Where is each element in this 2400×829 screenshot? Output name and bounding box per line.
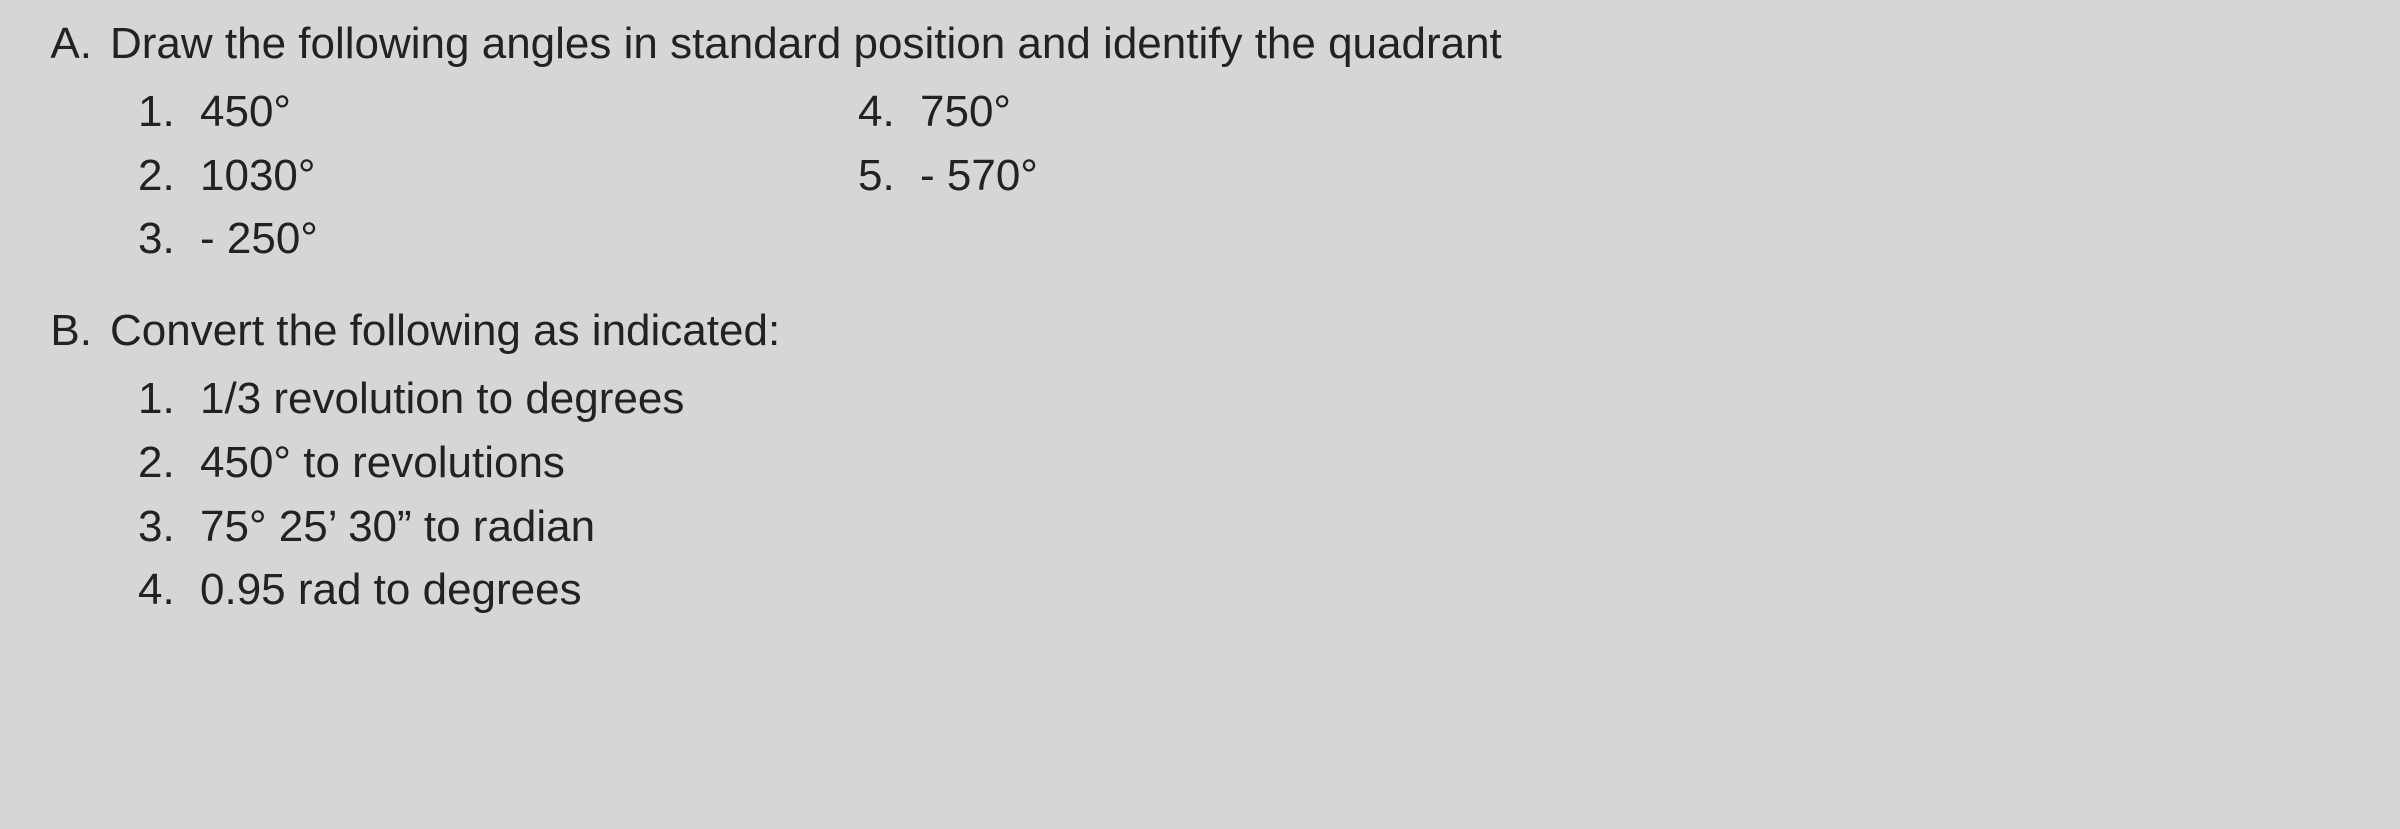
list-item: 5. - 570° [830,144,2370,208]
item-value: 750° [920,80,2370,144]
item-number: 4. [138,558,200,622]
section-b-letter: B. [30,299,110,363]
item-value: 450° [200,80,830,144]
list-item: 3. 75° 25’ 30” to radian [110,495,2370,559]
list-item: 1. 1/3 revolution to degrees [110,367,2370,431]
section-a-col-left: 1. 450° 2. 1030° 3. - 250° [110,80,830,271]
item-value: 450° to revolutions [200,431,2370,495]
item-value: 1030° [200,144,830,208]
section-b-heading: Convert the following as indicated: [110,299,2370,363]
section-a: A. Draw the following angles in standard… [30,12,2370,271]
list-item: 3. - 250° [110,207,830,271]
item-value: 75° 25’ 30” to radian [200,495,2370,559]
item-value: - 250° [200,207,830,271]
section-a-col-right: 4. 750° 5. - 570° [830,80,2370,271]
item-number: 2. [138,431,200,495]
item-number: 1. [138,80,200,144]
section-a-content: Draw the following angles in standard po… [110,12,2370,271]
item-number: 5. [858,144,920,208]
list-item: 4. 0.95 rad to degrees [110,558,2370,622]
list-item: 1. 450° [110,80,830,144]
list-item: 2. 1030° [110,144,830,208]
section-b-content: Convert the following as indicated: 1. 1… [110,299,2370,622]
section-a-letter: A. [30,12,110,76]
section-b: B. Convert the following as indicated: 1… [30,299,2370,622]
item-value: - 570° [920,144,2370,208]
item-number: 2. [138,144,200,208]
list-item: 4. 750° [830,80,2370,144]
section-a-heading: Draw the following angles in standard po… [110,12,2370,76]
item-number: 4. [858,80,920,144]
list-item: 2. 450° to revolutions [110,431,2370,495]
item-number: 3. [138,495,200,559]
item-value: 0.95 rad to degrees [200,558,2370,622]
section-a-columns: 1. 450° 2. 1030° 3. - 250° 4. 750° [110,80,2370,271]
item-number: 3. [138,207,200,271]
item-number: 1. [138,367,200,431]
item-value: 1/3 revolution to degrees [200,367,2370,431]
